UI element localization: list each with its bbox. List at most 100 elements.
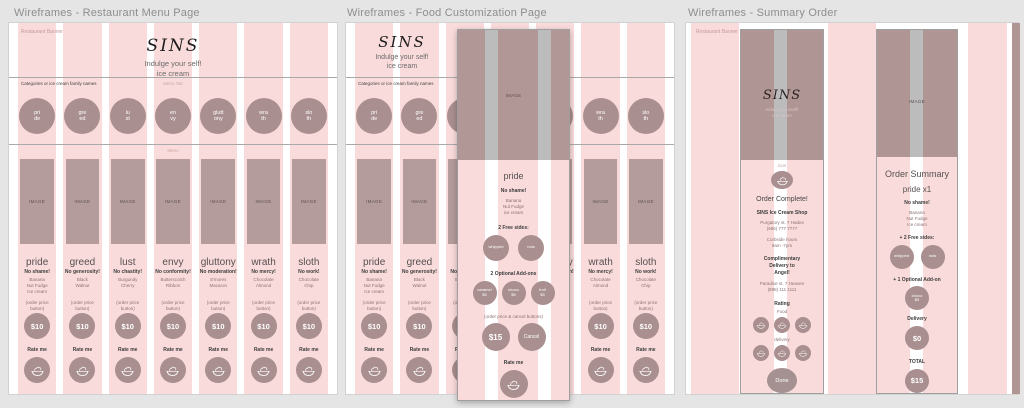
flavor-name: lust	[119, 257, 136, 268]
order-price-note: (order price button)	[70, 300, 94, 311]
frame-food-customization: pri de IMAGE pride No shame! Banana Nut …	[345, 22, 675, 401]
addon-option[interactable]: choco $5	[905, 286, 929, 311]
rate-me-icon[interactable]	[295, 357, 322, 383]
frame-title-menu-page[interactable]: Wireframes - Restaurant Menu Page	[14, 7, 200, 19]
addons-label: 2 Optional Add-ons	[490, 270, 537, 277]
rate-me-icon[interactable]	[361, 357, 388, 383]
frame-title-customization-page[interactable]: Wireframes - Food Customization Page	[347, 7, 547, 19]
flavor-tab-button[interactable]: glutt ony	[200, 98, 237, 134]
image-label: IMAGE	[637, 199, 654, 204]
flavor-tab-button[interactable]: gre ed	[64, 98, 101, 134]
addon-option-button[interactable]: choco $5	[501, 280, 526, 305]
order-item: pride x1	[902, 185, 932, 194]
free-sides-label: + 2 Free sides:	[899, 234, 935, 241]
rating-smiley-button[interactable]	[795, 317, 811, 334]
restaurant-banner-label: Restaurant Banner	[696, 29, 738, 35]
price-button[interactable]: $10	[587, 313, 614, 339]
delivery-price: $0	[905, 326, 929, 351]
item-tagline: No shame!	[904, 200, 930, 206]
order-price-note: (order price button)	[589, 300, 613, 311]
rating-smiley-button[interactable]	[753, 345, 769, 362]
cancel-button[interactable]: Cancel	[517, 323, 546, 352]
rate-me-icon[interactable]	[205, 357, 232, 383]
item-description: Banana Nut Fudge Ice cream	[906, 209, 928, 227]
icon-label: icon	[777, 163, 787, 168]
image-label: IMAGE	[119, 199, 136, 204]
logo-tagline-2: ice cream	[386, 63, 418, 71]
flavor-column: glutt ony IMAGE gluttony No moderation! …	[199, 23, 238, 394]
flavor-tab-button[interactable]: wra th	[582, 98, 619, 134]
rating-smiley-button[interactable]	[795, 345, 811, 362]
rate-me-label: Rate me	[72, 347, 93, 353]
rate-me-icon[interactable]	[632, 357, 659, 383]
price-button[interactable]: $10	[632, 313, 659, 339]
price-button[interactable]: $10	[24, 313, 51, 339]
price-button[interactable]: $10	[406, 313, 433, 339]
image-label: IMAGE	[366, 199, 383, 204]
rate-me-label: Rate me	[299, 347, 319, 353]
order-price-note: (order price button)	[25, 300, 49, 311]
flavor-tab-button[interactable]: slo th	[290, 98, 327, 134]
flavor-tagline: No generosity!	[64, 269, 100, 275]
flavor-tagline: No work!	[635, 269, 657, 275]
order-price-note: (order price button)	[252, 300, 276, 311]
pink-column	[968, 23, 1007, 394]
flavor-column: lu st IMAGE lust No chastity! Burgundy C…	[108, 23, 147, 394]
rate-me-icon[interactable]	[114, 357, 141, 383]
flavor-tagline: No shame!	[24, 269, 50, 275]
order-price-note: (order price button)	[297, 300, 321, 311]
flavor-name: greed	[406, 257, 433, 268]
addon-option-button[interactable]: fruit $5	[530, 280, 555, 305]
rate-me-label: Rate me	[27, 347, 47, 353]
flavor-name: greed	[69, 257, 96, 268]
order-summary-panel: IMAGE Order Summary pride x1 No shame! B…	[876, 29, 958, 394]
rate-me-icon[interactable]	[499, 370, 528, 399]
rate-me-icon[interactable]	[69, 357, 96, 383]
order-complete-icon	[771, 171, 793, 190]
side-option[interactable]: whipped	[889, 244, 914, 269]
side-option-button[interactable]: whipped	[483, 234, 509, 261]
rating-smiley-button[interactable]	[774, 317, 790, 334]
price-button[interactable]: $10	[295, 313, 322, 339]
flavor-tab-button[interactable]: pri de	[356, 98, 393, 134]
rate-me-icon[interactable]	[24, 357, 51, 383]
flavor-tab-button[interactable]: gre ed	[401, 98, 438, 134]
flavor-tab-button[interactable]: slo th	[627, 98, 664, 134]
delivery-rating-label: delivery	[774, 337, 790, 343]
flavor-tab-button[interactable]: wra th	[245, 98, 282, 134]
image-placeholder: IMAGE	[110, 159, 145, 244]
price-button[interactable]: $10	[205, 313, 232, 339]
delivery-address: Paradise st. 7 Heaven (888) 111 1111	[759, 281, 805, 293]
flavor-tab-button[interactable]: lu st	[109, 98, 146, 134]
rate-me-label: Rate me	[163, 347, 183, 353]
rate-me-icon[interactable]	[587, 357, 614, 383]
logo-tagline-1: Indulge your self!	[375, 54, 429, 61]
rating-smiley-button[interactable]	[774, 345, 790, 362]
frame-summary-order: Restaurant Banner SINS Indulge yourself!…	[685, 22, 1020, 395]
rate-me-icon[interactable]	[250, 357, 277, 383]
flavor-tab-button[interactable]: en vy	[154, 98, 191, 134]
side-option-button[interactable]: nuts	[518, 234, 544, 261]
price-button[interactable]: $10	[250, 313, 277, 339]
modal-image-placeholder: IMAGE	[458, 30, 569, 160]
flavor-description: Chocolate Chip	[635, 277, 656, 288]
done-button[interactable]: Done	[767, 368, 797, 393]
side-option[interactable]: nuts	[920, 244, 945, 269]
price-button[interactable]: $10	[361, 313, 388, 339]
flavor-tab-button[interactable]: pri de	[19, 98, 56, 134]
gray-guide-stripe	[485, 30, 498, 160]
price-button[interactable]: $10	[69, 313, 96, 339]
flavor-description: S'mores Macaron	[209, 277, 228, 288]
image-label: IMAGE	[255, 199, 272, 204]
rate-me-icon[interactable]	[159, 357, 186, 383]
food-rating-label: Food	[776, 309, 788, 315]
rating-smiley-button[interactable]	[753, 317, 769, 334]
order-price-button[interactable]: $15	[481, 323, 510, 352]
frame-title-summary-order[interactable]: Wireframes - Summary Order	[688, 7, 838, 19]
price-button[interactable]: $10	[114, 313, 141, 339]
price-button[interactable]: $10	[159, 313, 186, 339]
flavor-tagline: No mercy!	[251, 269, 276, 275]
addon-option-button[interactable]: caramel $5	[472, 280, 497, 305]
rate-me-icon[interactable]	[406, 357, 433, 383]
rating-label: Rating	[774, 300, 790, 307]
